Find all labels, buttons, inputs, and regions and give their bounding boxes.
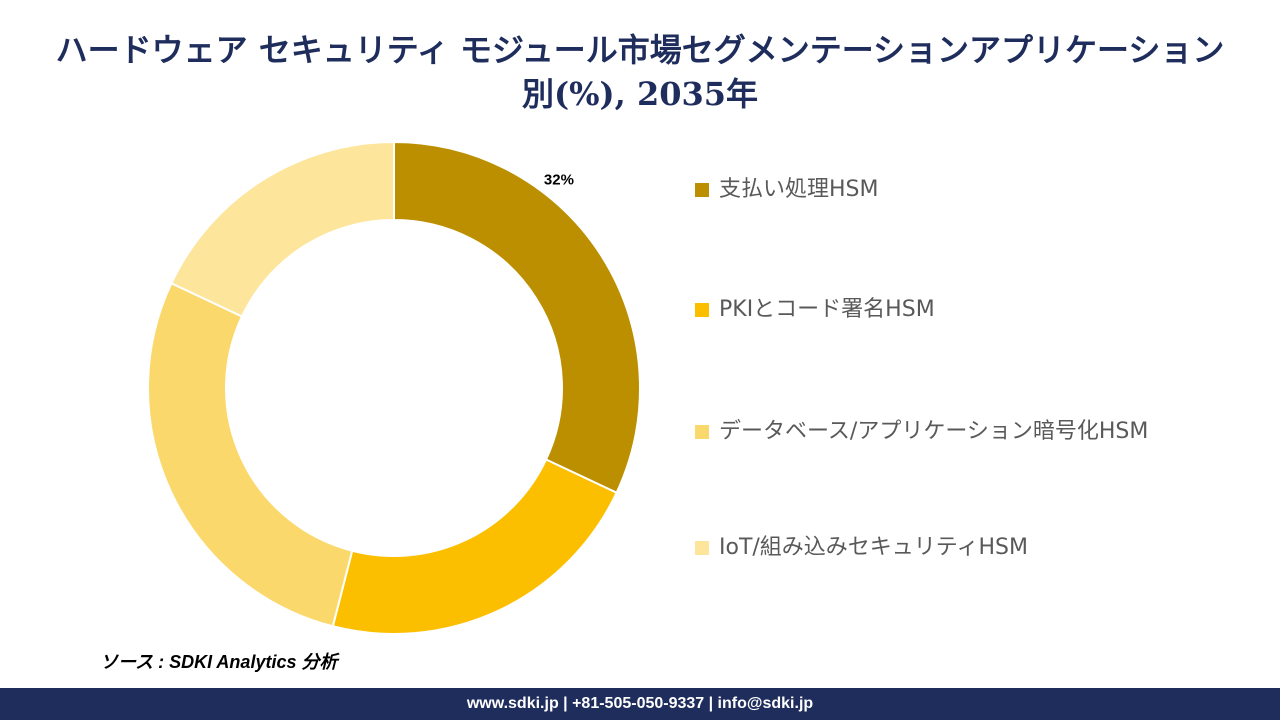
legend-item: 支払い処理HSM <box>695 170 1195 210</box>
data-label: 32% <box>544 172 574 189</box>
legend-swatch <box>695 303 709 317</box>
source: ソース : SDKI Analytics 分析 <box>100 652 338 672</box>
legend-swatch <box>695 183 709 197</box>
legend-item: IoT/組み込みセキュリティHSM <box>695 528 1195 568</box>
chart: 32% <box>147 140 641 635</box>
donut-segment <box>331 458 618 635</box>
legend-item: PKIとコード署名HSM <box>695 290 1195 330</box>
legend-label: データベース/アプリケーション暗号化HSM <box>719 419 1149 444</box>
legend-swatch <box>695 541 709 555</box>
legend-swatch <box>695 425 709 439</box>
legend-label: 支払い処理HSM <box>719 177 879 202</box>
footer: www.sdki.jp | +81-505-050-9337 | info@sd… <box>0 688 1280 720</box>
chart-title: ハードウェア セキュリティ モジュール市場セグメンテーションアプリケーション別(… <box>55 31 1225 113</box>
donut-segment <box>147 281 354 628</box>
legend-label: PKIとコード署名HSM <box>719 297 935 322</box>
legend-label: IoT/組み込みセキュリティHSM <box>719 535 1028 560</box>
donut-segment <box>170 140 395 318</box>
legend-item: データベース/アプリケーション暗号化HSM <box>695 412 1185 452</box>
donut-segment <box>393 140 641 495</box>
